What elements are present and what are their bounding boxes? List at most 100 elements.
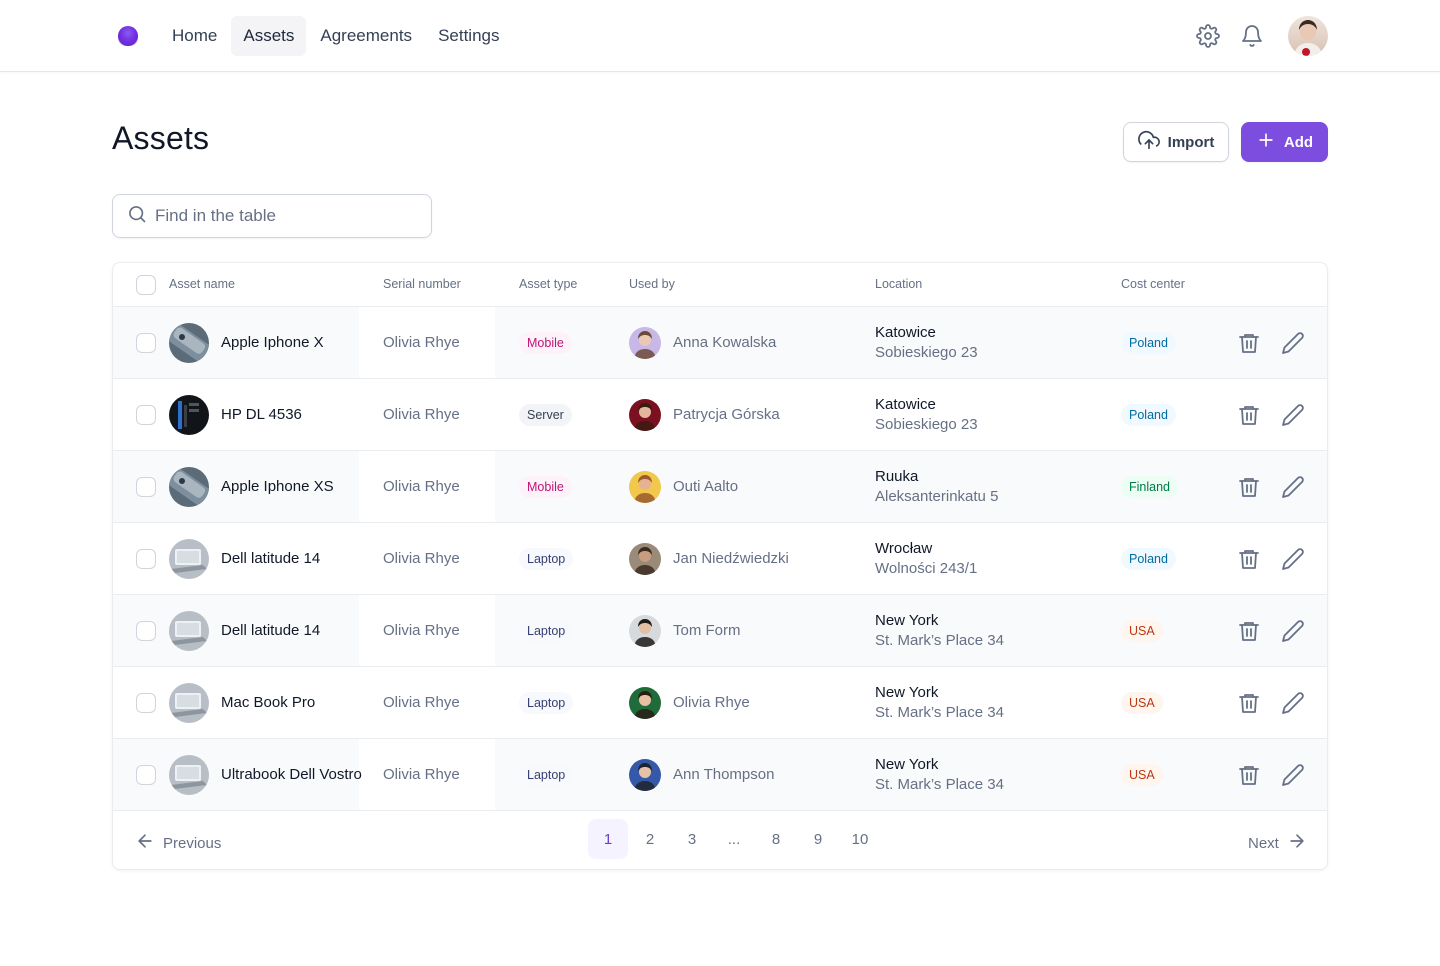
page-button[interactable]: 1: [588, 819, 628, 859]
pencil-icon[interactable]: [1281, 691, 1305, 715]
table-row[interactable]: HP DL 4536 Olivia Rhye Server Patrycja Górs…: [113, 379, 1327, 451]
bell-icon[interactable]: [1240, 24, 1264, 48]
location-street: Aleksanterinkatu 5: [875, 488, 999, 505]
serial-cell-bg: [359, 667, 495, 738]
table-row[interactable]: Dell latitude 14 Olivia Rhye Laptop Jan Nie…: [113, 523, 1327, 595]
user-avatar: [629, 471, 661, 503]
trash-icon[interactable]: [1237, 403, 1261, 427]
plus-icon: [1256, 130, 1276, 154]
nav-item-home[interactable]: Home: [172, 26, 218, 45]
pencil-icon[interactable]: [1281, 619, 1305, 643]
location-city: New York: [875, 612, 939, 629]
import-button-label: Import: [1167, 133, 1215, 151]
location-street: Wolności 243/1: [875, 560, 978, 577]
column-header-cost-center[interactable]: Cost center: [1121, 277, 1185, 291]
cost-center-badge: USA: [1121, 620, 1163, 642]
table-header: Asset name Serial number Asset type Used…: [113, 263, 1327, 307]
page-button[interactable]: 3: [687, 830, 697, 848]
user-avatar: [629, 327, 661, 359]
location-city: New York: [875, 684, 939, 701]
nav-item-agreements[interactable]: Agreements: [320, 26, 413, 45]
cost-center-badge: USA: [1121, 764, 1163, 786]
search-box: [112, 194, 432, 238]
pagination: Previous 1 2 3 ... 8 9 10 Next: [113, 811, 1327, 869]
top-navigation-bar: Home Assets Agreements Settings: [0, 0, 1440, 72]
next-page-button[interactable]: Next: [1248, 831, 1307, 855]
asset-name[interactable]: Apple Iphone X: [221, 334, 324, 351]
trash-icon[interactable]: [1237, 763, 1261, 787]
asset-name[interactable]: Mac Book Pro: [221, 694, 316, 711]
trash-icon[interactable]: [1237, 619, 1261, 643]
location-city: Ruuka: [875, 468, 919, 485]
pencil-icon[interactable]: [1281, 331, 1305, 355]
pencil-icon[interactable]: [1281, 475, 1305, 499]
row-checkbox[interactable]: [136, 405, 156, 425]
pencil-icon[interactable]: [1281, 547, 1305, 571]
user-avatar[interactable]: [1288, 16, 1328, 56]
row-checkbox[interactable]: [136, 477, 156, 497]
cost-center-badge: USA: [1121, 692, 1163, 714]
asset-thumbnail: [169, 539, 209, 579]
user-avatar: [629, 543, 661, 575]
serial-number: Olivia Rhye: [383, 478, 460, 495]
page-numbers: 1 2 3 ... 8 9 10: [588, 819, 880, 859]
page-button[interactable]: 10: [851, 830, 869, 848]
pencil-icon[interactable]: [1281, 763, 1305, 787]
row-checkbox[interactable]: [136, 621, 156, 641]
select-all-checkbox[interactable]: [136, 275, 156, 295]
asset-name[interactable]: Dell latitude 14: [221, 622, 321, 639]
column-header-location[interactable]: Location: [875, 277, 923, 291]
cloud-upload-icon: [1137, 129, 1160, 155]
column-header-used-by[interactable]: Used by: [629, 277, 675, 291]
asset-type-badge: Server: [519, 404, 572, 426]
used-by-name: Jan Niedźwiedzki: [673, 550, 789, 567]
row-checkbox[interactable]: [136, 333, 156, 353]
asset-type-badge: Laptop: [519, 692, 574, 714]
page-button[interactable]: 8: [771, 830, 781, 848]
serial-number: Olivia Rhye: [383, 766, 460, 783]
row-checkbox[interactable]: [136, 693, 156, 713]
arrow-right-icon: [1287, 831, 1307, 855]
used-by-name: Anna Kowalska: [673, 334, 777, 351]
logo-icon[interactable]: [118, 26, 138, 46]
table-row[interactable]: Dell latitude 14 Olivia Rhye Laptop Tom For…: [113, 595, 1327, 667]
previous-page-button[interactable]: Previous: [135, 831, 221, 855]
page-ellipsis: ...: [727, 830, 741, 848]
column-header-asset-name[interactable]: Asset name: [169, 277, 236, 291]
assets-table: Asset name Serial number Asset type Used…: [112, 262, 1328, 870]
page-button[interactable]: 2: [645, 830, 655, 848]
column-header-asset-type[interactable]: Asset type: [519, 277, 578, 291]
cost-center-badge: Finland: [1121, 476, 1178, 498]
trash-icon[interactable]: [1237, 331, 1261, 355]
page-button[interactable]: 9: [813, 830, 823, 848]
nav-item-assets[interactable]: Assets: [231, 16, 307, 56]
location-city: Katowice: [875, 324, 936, 341]
trash-icon[interactable]: [1237, 547, 1261, 571]
column-header-serial-number[interactable]: Serial number: [383, 277, 461, 291]
cost-center-badge: Poland: [1121, 332, 1176, 354]
table-row[interactable]: Mac Book Pro Olivia Rhye Laptop Olivia Rhye…: [113, 667, 1327, 739]
asset-type-badge: Laptop: [519, 548, 574, 570]
add-button[interactable]: Add: [1241, 122, 1328, 162]
serial-cell-bg: [359, 307, 495, 378]
search-input[interactable]: [155, 206, 415, 226]
row-checkbox[interactable]: [136, 549, 156, 569]
import-button[interactable]: Import: [1123, 122, 1229, 162]
asset-name[interactable]: Ultrabook Dell Vostro: [221, 766, 362, 783]
asset-name[interactable]: Dell latitude 14: [221, 550, 321, 567]
cost-center-badge: Poland: [1121, 404, 1176, 426]
gear-icon[interactable]: [1196, 24, 1220, 48]
asset-name[interactable]: HP DL 4536: [221, 406, 302, 423]
pencil-icon[interactable]: [1281, 403, 1305, 427]
table-row[interactable]: Apple Iphone X Olivia Rhye Mobile Anna Kowa…: [113, 307, 1327, 379]
used-by-name: Tom Form: [673, 622, 741, 639]
asset-thumbnail: [169, 755, 209, 795]
trash-icon[interactable]: [1237, 475, 1261, 499]
nav-item-settings[interactable]: Settings: [438, 26, 500, 45]
asset-name[interactable]: Apple Iphone XS: [221, 478, 334, 495]
row-checkbox[interactable]: [136, 765, 156, 785]
table-row[interactable]: Apple Iphone XS Olivia Rhye Mobile Outi Aal…: [113, 451, 1327, 523]
used-by-name: Outi Aalto: [673, 478, 739, 495]
trash-icon[interactable]: [1237, 691, 1261, 715]
table-row[interactable]: Ultrabook Dell Vostro Olivia Rhye Laptop An…: [113, 739, 1327, 811]
